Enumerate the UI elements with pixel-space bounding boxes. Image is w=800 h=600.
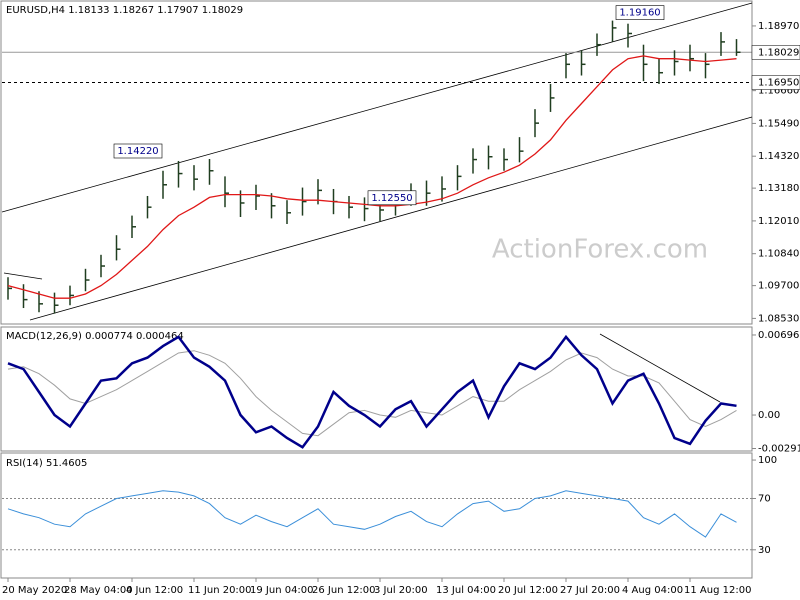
annotation-label: 1.12550 [371, 193, 412, 204]
x-tick-label: 28 May 04:00 [64, 585, 133, 596]
y-tick-label: 30 [758, 545, 771, 556]
line [7, 334, 737, 449]
annotation-label: 1.19160 [619, 8, 660, 19]
y-tick-label: 0.006966 [758, 330, 800, 341]
rsi-panel [0, 452, 753, 579]
annotation-label: 1.14220 [117, 146, 158, 157]
y-tick-label: -0.002913 [758, 444, 800, 455]
watermark: ActionForex.com [492, 235, 708, 265]
annotation-box [367, 190, 417, 206]
level-tag [751, 45, 800, 60]
level-tag [751, 75, 800, 90]
y-tick-label: 1.12010 [758, 216, 799, 227]
y-tick-label: 1.14320 [758, 151, 799, 162]
y-tick-label: 1.13180 [758, 183, 799, 194]
x-tick-label: 26 Jun 12:00 [312, 585, 376, 596]
x-tick-label: 4 Jun 12:00 [126, 585, 183, 596]
annotation-box [615, 5, 665, 20]
level-label: 1.18029 [758, 47, 799, 58]
chart-title: EURUSD,H4 1.18133 1.18267 1.17907 1.1802… [6, 5, 243, 16]
x-tick-label: 19 Jun 04:00 [250, 585, 314, 596]
x-tick-label: 11 Aug 12:00 [684, 585, 751, 596]
x-tick-label: 11 Jun 20:00 [188, 585, 252, 596]
trend-line [3, 272, 43, 280]
line [7, 55, 737, 299]
x-tick-label: 20 May 2020 [2, 585, 67, 596]
x-tick-label: 20 Jul 12:00 [498, 585, 558, 596]
x-tick-label: 13 Jul 04:00 [436, 585, 496, 596]
y-tick-label: 70 [758, 494, 771, 505]
price-panel [0, 0, 753, 325]
level-label: 1.16950 [758, 78, 799, 89]
y-tick-label: 100 [758, 455, 777, 466]
y-tick-label: 1.09700 [758, 281, 799, 292]
line [7, 350, 737, 437]
y-tick-label: 1.15490 [758, 118, 799, 129]
x-tick-label: 3 Jul 20:00 [374, 585, 428, 596]
annotation-box [113, 143, 163, 159]
y-tick-label: 0.00 [758, 410, 780, 421]
macd-title: MACD(12,26,9) 0.000774 0.000464 [6, 331, 184, 342]
channel-upper [1, 2, 753, 213]
macd-trend-line [599, 333, 721, 403]
line [7, 490, 737, 538]
y-tick-label: 1.08530 [758, 313, 799, 324]
macd-panel [0, 326, 753, 452]
channel-lower [29, 116, 753, 321]
rsi-title: RSI(14) 51.4605 [6, 458, 87, 469]
y-tick-label: 1.18970 [758, 21, 799, 32]
y-tick-label: 1.16660 [758, 86, 799, 97]
y-tick-label: 1.10840 [758, 249, 799, 260]
x-tick-label: 27 Jul 20:00 [560, 585, 620, 596]
x-tick-label: 4 Aug 04:00 [622, 585, 683, 596]
